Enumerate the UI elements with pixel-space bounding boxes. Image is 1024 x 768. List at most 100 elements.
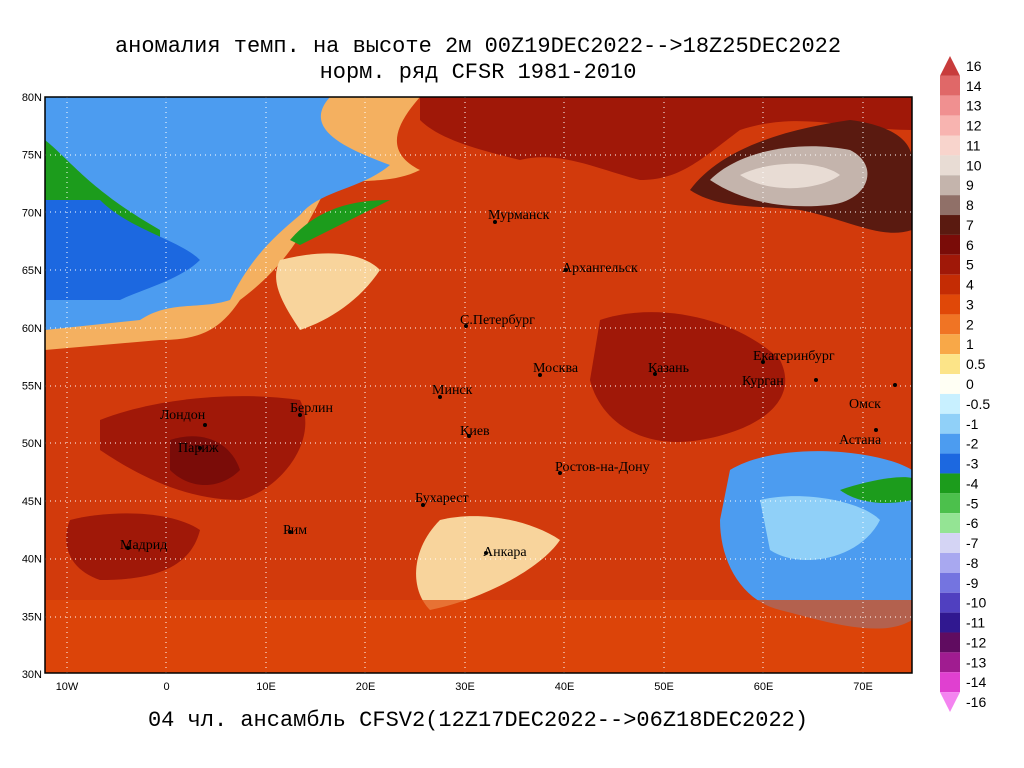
lat-label: 30N — [22, 669, 42, 681]
city-label: Казань — [648, 361, 689, 376]
city-dot — [467, 434, 471, 438]
colorbar-label: 4 — [966, 277, 974, 293]
colorbar-label: 16 — [966, 58, 982, 74]
colorbar-swatch — [940, 155, 960, 176]
lon-label: 30E — [455, 681, 475, 693]
city-label: Лондон — [160, 408, 206, 423]
lat-label: 50N — [22, 438, 42, 450]
colorbar-label: 5 — [966, 257, 974, 273]
colorbar-swatch — [940, 374, 960, 394]
anomaly-field — [740, 163, 840, 189]
city-label: Анкара — [483, 545, 527, 560]
colorbar-swatch — [940, 195, 960, 216]
colorbar-label: 14 — [966, 78, 982, 94]
map-area — [44, 96, 913, 674]
city-dot — [538, 373, 542, 377]
lat-label: 40N — [22, 554, 42, 566]
city-dot — [874, 428, 878, 432]
city-dot — [126, 546, 130, 550]
anomaly-field — [840, 477, 912, 503]
subtitle: норм. ряд CFSR 1981-2010 — [320, 60, 637, 85]
colorbar-swatch — [940, 453, 960, 474]
colorbar-swatch — [940, 393, 960, 414]
lon-label: 50E — [654, 681, 674, 693]
colorbar-swatch — [940, 274, 960, 295]
anomaly-field — [45, 200, 200, 300]
colorbar-swatch — [940, 493, 960, 514]
lon-label: 10W — [56, 681, 79, 693]
anomaly-field — [420, 97, 912, 180]
colorbar-swatch — [940, 572, 960, 593]
colorbar-swatch — [940, 652, 960, 673]
city-dot — [288, 530, 292, 534]
anomaly-field — [416, 516, 560, 610]
map-frame — [44, 96, 913, 674]
colorbar-swatch — [940, 135, 960, 156]
colorbar-swatch — [940, 413, 960, 434]
city-dot — [564, 268, 568, 272]
colorbar-swatch — [940, 354, 960, 375]
colorbar-label: 0.5 — [966, 356, 986, 372]
city-label: Берлин — [290, 401, 334, 416]
colorbar-label: -6 — [966, 515, 979, 531]
city-dot — [438, 395, 442, 399]
colorbar-label: 7 — [966, 217, 974, 233]
city-dot — [761, 360, 765, 364]
city-dot — [893, 383, 897, 387]
colorbar-label: 0 — [966, 376, 974, 392]
colorbar-swatch — [940, 115, 960, 136]
colorbar-label: -0.5 — [966, 396, 990, 412]
colorbar-swatch — [940, 612, 960, 633]
lat-label: 35N — [22, 611, 42, 623]
lon-label: 70E — [853, 681, 873, 693]
colorbar-swatch — [940, 75, 960, 96]
colorbar-label: 13 — [966, 98, 982, 114]
colorbar-label: -3 — [966, 456, 979, 472]
lat-label: 55N — [22, 381, 42, 393]
lat-label: 60N — [22, 323, 42, 335]
colorbar-swatch — [940, 672, 960, 693]
colorbar-swatch — [940, 56, 960, 76]
city-label: Бухарест — [415, 491, 469, 506]
anomaly-field — [45, 600, 912, 673]
colorbar-label: 3 — [966, 296, 974, 312]
anomaly-field — [66, 513, 200, 580]
anomaly-field — [760, 496, 880, 560]
city-dot — [421, 503, 425, 507]
colorbar-label: 9 — [966, 177, 974, 193]
colorbar-label: -1 — [966, 416, 979, 432]
colorbar-label: 11 — [966, 137, 981, 153]
colorbar-swatch — [940, 533, 960, 553]
colorbar-swatch — [940, 254, 960, 275]
city-label: Мурманск — [488, 208, 550, 223]
colorbar-label: -16 — [966, 694, 986, 710]
colorbar-swatch — [940, 632, 960, 653]
city-label: Архангельск — [562, 261, 638, 276]
colorbar-label: -2 — [966, 436, 979, 452]
city-label: Омск — [849, 397, 881, 412]
colorbar-label: 10 — [966, 157, 982, 173]
anomaly-field — [170, 436, 240, 485]
city-dot — [298, 413, 302, 417]
colorbar-swatch — [940, 433, 960, 454]
colorbar-label: -12 — [966, 634, 986, 650]
colorbar-swatch — [940, 175, 960, 196]
lon-label: 0 — [163, 681, 169, 693]
colorbar-label: 8 — [966, 197, 974, 213]
anomaly-field — [276, 253, 380, 330]
city-dot — [464, 324, 468, 328]
title: аномалия темп. на высоте 2м 00Z19DEC2022… — [115, 34, 841, 59]
lon-label: 20E — [356, 681, 376, 693]
city-dot — [493, 220, 497, 224]
lon-label: 10E — [256, 681, 276, 693]
colorbar-label: -10 — [966, 595, 986, 611]
city-dot — [484, 551, 488, 555]
colorbar-label: -11 — [966, 615, 985, 631]
city-label: Париж — [178, 441, 219, 456]
colorbar-swatch — [940, 314, 960, 335]
lat-label: 80N — [22, 92, 42, 104]
lat-label: 65N — [22, 265, 42, 277]
graticule — [45, 97, 912, 673]
colorbar-swatch — [940, 215, 960, 235]
